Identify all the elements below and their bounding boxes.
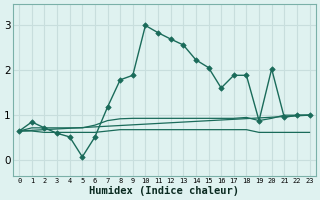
X-axis label: Humidex (Indice chaleur): Humidex (Indice chaleur) — [89, 186, 239, 196]
